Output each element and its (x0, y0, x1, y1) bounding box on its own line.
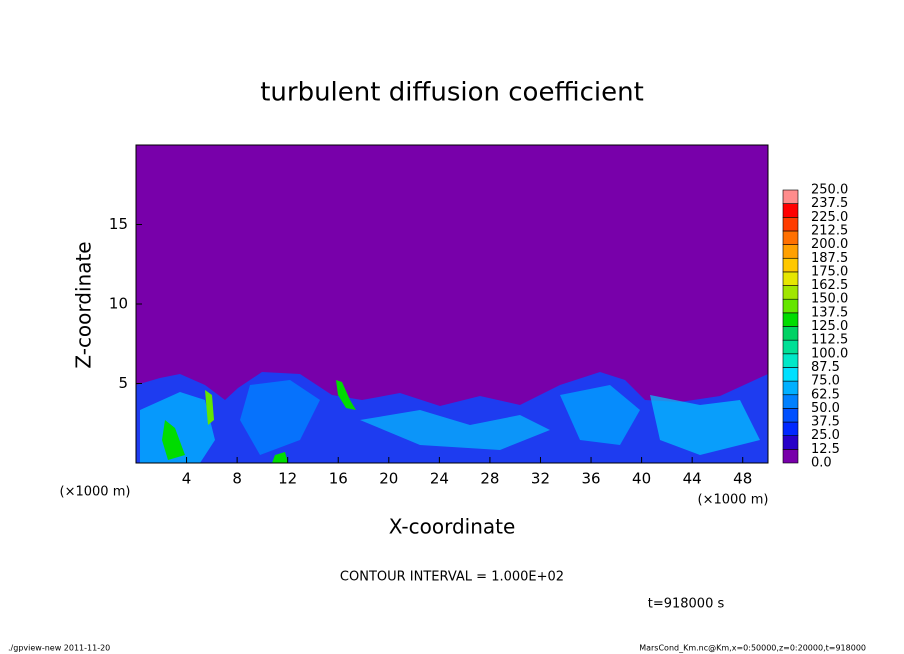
colorbar-box (782, 257, 799, 273)
x-tick-label: 44 (683, 470, 702, 488)
colorbar-label: 12.5 (811, 442, 840, 457)
colorbar-box (782, 189, 799, 204)
y-tick-label: 15 (109, 215, 128, 233)
colorbar-box (782, 421, 799, 436)
green-patch (336, 380, 356, 410)
x-tick-label: 24 (430, 470, 449, 488)
colorbar-label: 250.0 (811, 183, 848, 198)
cyan-patch (360, 410, 550, 450)
x-axis-label: X-coordinate (389, 515, 516, 539)
colorbar-box (782, 203, 799, 218)
colorbar-label: 150.0 (811, 292, 848, 307)
green-patch (162, 420, 185, 460)
cyan-patch (240, 380, 320, 455)
colorbar-label: 50.0 (811, 401, 840, 416)
colorbar-box (782, 312, 799, 327)
colorbar-box (782, 449, 799, 464)
colorbar-box (782, 271, 799, 286)
footer-right: MarsCond_Km.nc@Km,x=0:50000,z=0:20000,t=… (639, 644, 866, 653)
turbulent-layer (136, 372, 768, 463)
time-label: t=918000 s (648, 597, 725, 612)
x-unit: (×1000 m) (698, 493, 769, 508)
colorbar-box (782, 394, 799, 409)
cyan-patch (140, 392, 215, 463)
x-tick-label: 32 (531, 470, 550, 488)
colorbar-label: 112.5 (811, 333, 848, 348)
colorbar-label: 87.5 (811, 360, 840, 375)
cyan-patch (650, 395, 760, 455)
y-tick-label: 5 (118, 374, 128, 392)
green-patch (272, 452, 288, 463)
x-tick-label: 48 (733, 470, 752, 488)
colorbar-box (782, 230, 799, 245)
colorbar-label: 100.0 (811, 346, 848, 361)
colorbar-label: 162.5 (811, 278, 848, 293)
colorbar-label: 62.5 (811, 387, 840, 402)
y-tick-label: 10 (109, 295, 128, 313)
colorbar-box (782, 408, 799, 423)
colorbar-box (782, 217, 799, 232)
colorbar-label: 125.0 (811, 319, 848, 334)
colorbar-box (782, 367, 799, 382)
colorbar-label: 75.0 (811, 374, 840, 389)
colorbar-box (782, 339, 799, 355)
colorbar-box (782, 326, 799, 341)
x-tick-label: 4 (182, 470, 192, 488)
x-tick-label: 40 (632, 470, 651, 488)
annotation: CONTOUR INTERVAL = 1.000E+02 (340, 570, 564, 585)
colorbar-label: 137.5 (811, 305, 848, 320)
colorbar-box (782, 244, 799, 259)
colorbar-box (782, 435, 799, 450)
colorbar-box (782, 298, 799, 314)
y-axis-label: Z-coordinate (72, 241, 96, 368)
x-tick-label: 8 (232, 470, 242, 488)
colorbar-box (782, 380, 799, 396)
chart-title: turbulent diffusion coefficient (260, 78, 644, 108)
x-tick-label: 20 (379, 470, 398, 488)
x-tick-label: 16 (329, 470, 348, 488)
y-unit: (×1000 m) (60, 485, 131, 500)
colorbar-label: 200.0 (811, 237, 848, 252)
colorbar-label: 212.5 (811, 223, 848, 238)
colorbar-label: 0.0 (811, 456, 832, 471)
x-tick-label: 28 (480, 470, 499, 488)
colorbar-label: 225.0 (811, 210, 848, 225)
footer-left: ./gpview-new 2011-11-20 (8, 644, 110, 653)
colorbar-label: 37.5 (811, 415, 840, 430)
colorbar-label: 175.0 (811, 264, 848, 279)
x-tick-label: 12 (278, 470, 297, 488)
colorbar-label: 187.5 (811, 251, 848, 266)
colorbar-box (782, 285, 799, 300)
colorbar-box (782, 353, 799, 368)
x-tick-label: 36 (581, 470, 600, 488)
green-patch (205, 390, 214, 425)
colorbar-label: 25.0 (811, 428, 840, 443)
cyan-patch (560, 385, 640, 445)
colorbar-label: 237.5 (811, 196, 848, 211)
